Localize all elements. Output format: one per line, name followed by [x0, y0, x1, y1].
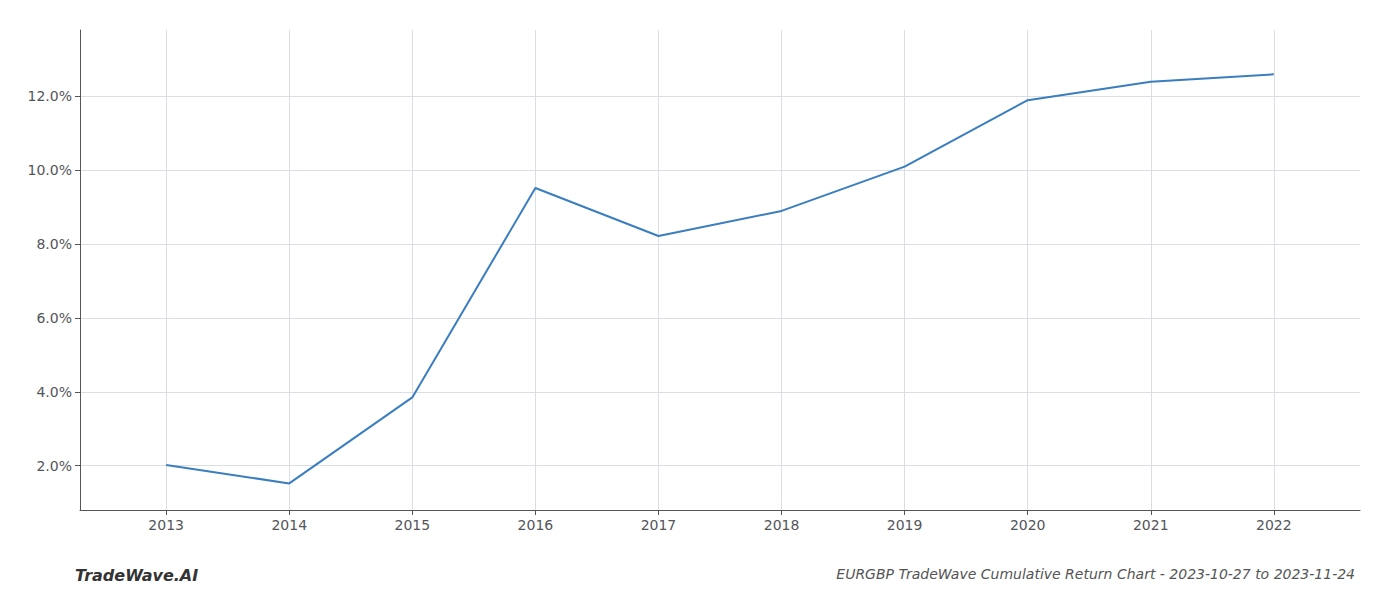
svg-text:2018: 2018 [764, 517, 800, 533]
svg-text:12.0%: 12.0% [28, 88, 72, 104]
svg-text:4.0%: 4.0% [36, 384, 72, 400]
svg-text:2013: 2013 [148, 517, 184, 533]
svg-text:2020: 2020 [1010, 517, 1046, 533]
svg-text:2015: 2015 [394, 517, 430, 533]
svg-text:2014: 2014 [271, 517, 307, 533]
svg-text:EURGBP TradeWave Cumulative Re: EURGBP TradeWave Cumulative Return Chart… [836, 566, 1355, 582]
svg-text:2.0%: 2.0% [36, 458, 72, 474]
svg-text:2021: 2021 [1133, 517, 1169, 533]
svg-text:2017: 2017 [641, 517, 677, 533]
svg-text:2016: 2016 [518, 517, 554, 533]
svg-text:2019: 2019 [887, 517, 923, 533]
svg-text:8.0%: 8.0% [36, 236, 72, 252]
svg-text:TradeWave.AI: TradeWave.AI [75, 566, 198, 585]
svg-text:2022: 2022 [1256, 517, 1292, 533]
svg-text:10.0%: 10.0% [28, 162, 72, 178]
svg-text:6.0%: 6.0% [36, 310, 72, 326]
